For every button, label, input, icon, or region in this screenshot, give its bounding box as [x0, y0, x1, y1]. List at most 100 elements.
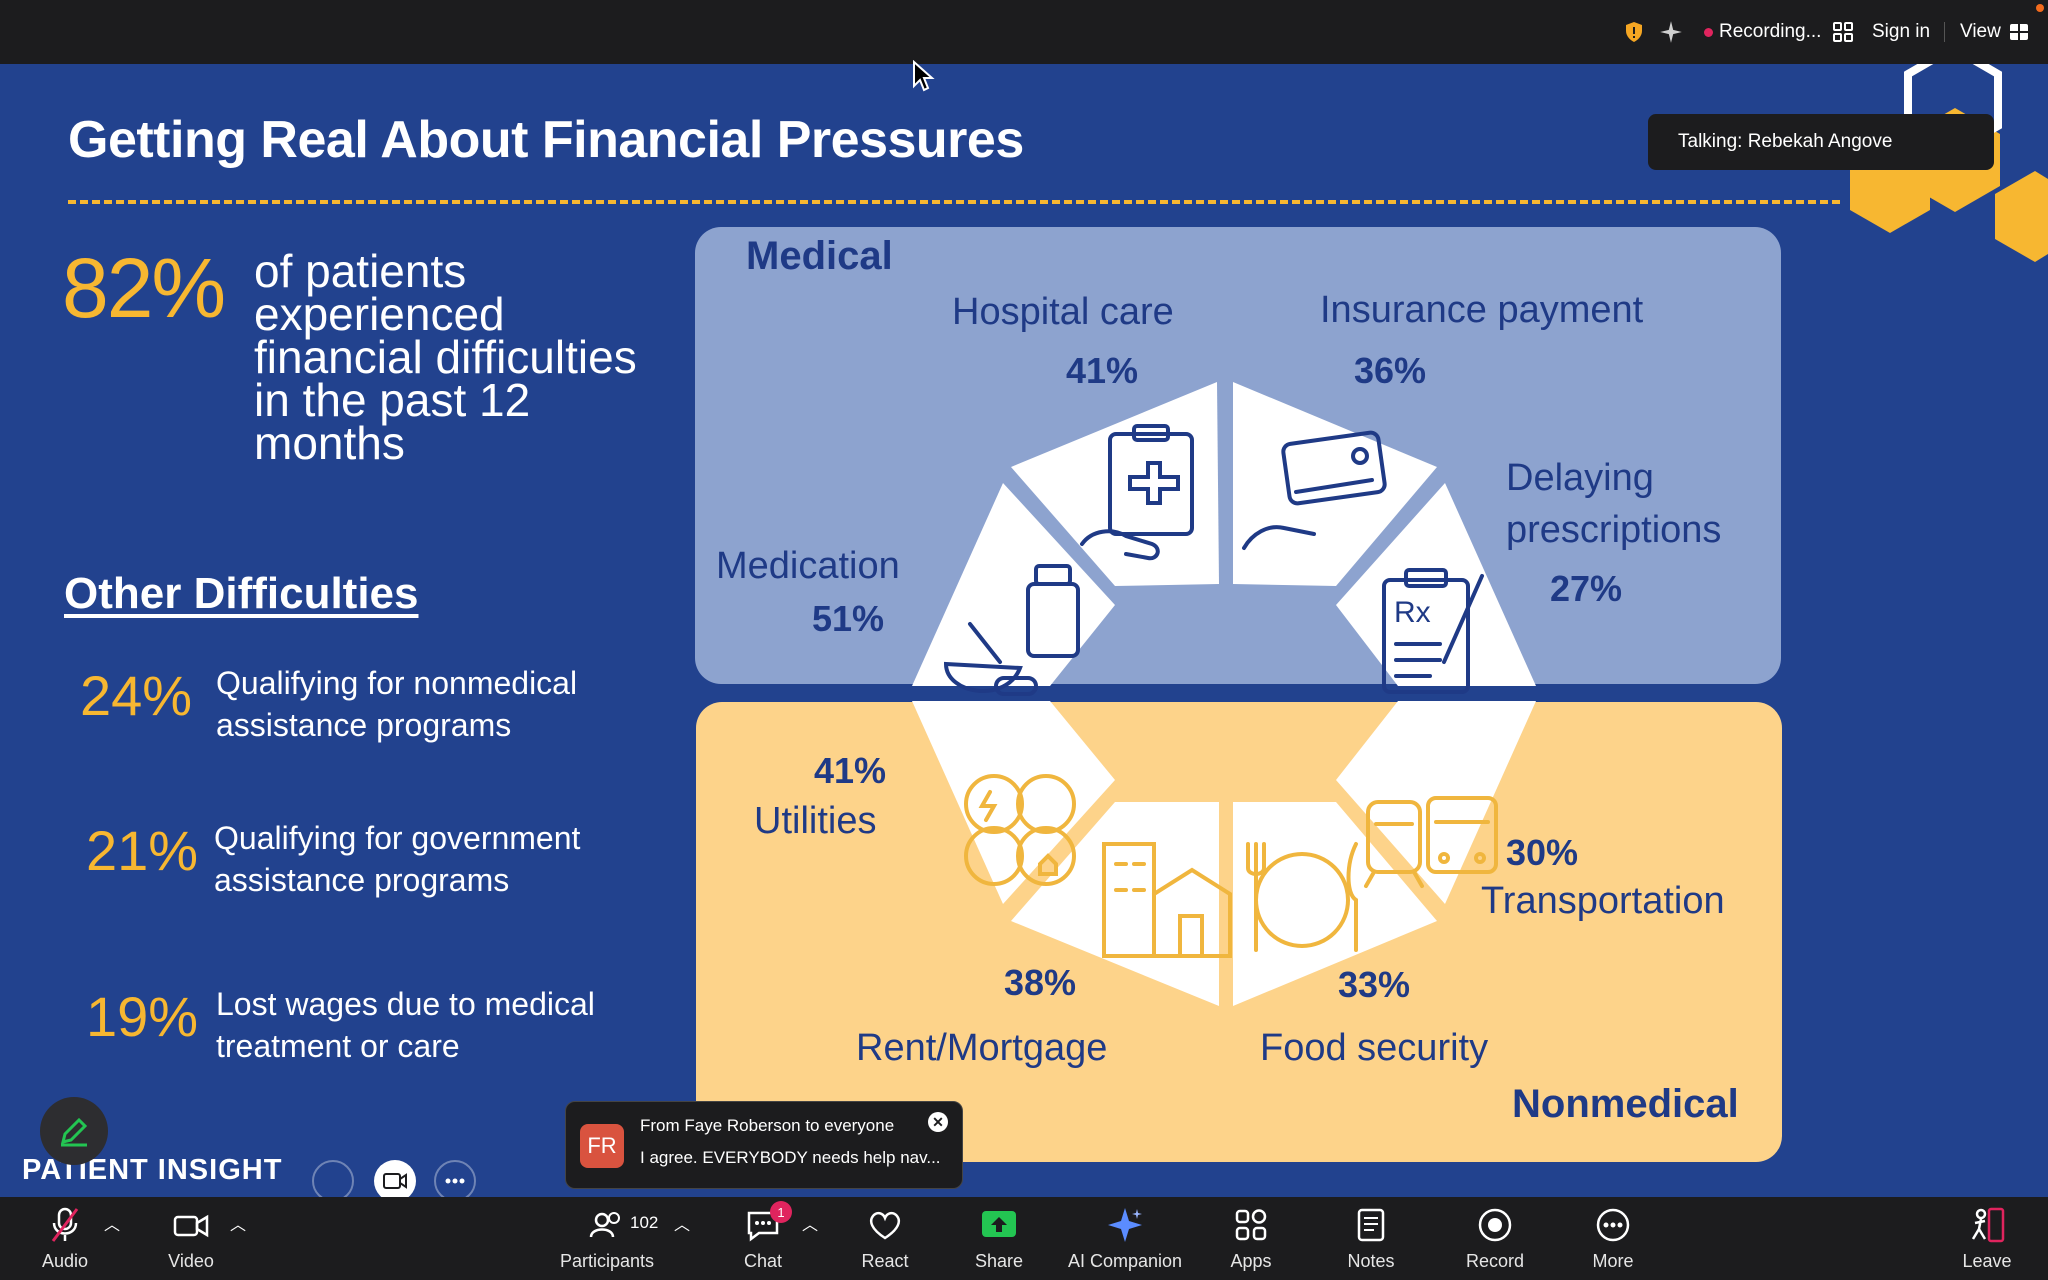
transportation-percent: 30%: [1506, 832, 1579, 873]
ellipsis-icon: [445, 1178, 465, 1184]
hospital-clipboard-icon: [1080, 424, 1194, 561]
apps-icon: [1235, 1209, 1267, 1241]
notes-button[interactable]: Notes: [1316, 1197, 1426, 1280]
camera-toggle-button[interactable]: [374, 1160, 416, 1202]
record-button[interactable]: Record: [1440, 1197, 1550, 1280]
shared-slide: Getting Real About Financial Pressures 8…: [0, 64, 2048, 1197]
transportation-label: Transportation: [1481, 880, 1725, 922]
svg-text:Rx: Rx: [1394, 596, 1431, 629]
mini-control[interactable]: [312, 1160, 354, 1202]
annotate-button[interactable]: [40, 1097, 108, 1165]
hospital-care-percent: 41%: [1066, 350, 1139, 391]
mouse-cursor-icon: [913, 60, 935, 92]
plate-utensils-icon: [1246, 842, 1358, 952]
sign-in-button[interactable]: Sign in: [1872, 21, 1931, 42]
apps-label: Apps: [1230, 1251, 1272, 1271]
medical-label: Medical: [746, 234, 893, 278]
participants-label: Participants: [559, 1251, 655, 1271]
notification-dot-icon: [2036, 4, 2044, 12]
sparkle-icon[interactable]: [1658, 0, 1684, 64]
microphone-muted-icon: [51, 1207, 79, 1242]
leave-button[interactable]: Leave: [1932, 1197, 2042, 1280]
share-screen-icon: [982, 1211, 1016, 1237]
delaying-prescriptions-percent: 27%: [1550, 568, 1623, 609]
ai-sparkle-icon: [1108, 1208, 1142, 1242]
video-options-chevron-icon[interactable]: ︿: [230, 1215, 247, 1234]
meeting-top-bar: Recording... Sign in View: [0, 0, 2048, 64]
chat-sender: From Faye Roberson to everyone: [640, 1116, 895, 1135]
utilities-segment: [912, 701, 1115, 904]
chat-button[interactable]: Chat: [708, 1197, 818, 1280]
chat-unread-badge: 1: [770, 1201, 792, 1223]
more-button[interactable]: More: [1558, 1197, 1668, 1280]
record-label: Record: [1465, 1251, 1525, 1271]
headline-percent: 82%: [62, 241, 226, 335]
audio-options-chevron-icon[interactable]: ︿: [104, 1215, 121, 1234]
utilities-percent: 41%: [814, 750, 887, 791]
notes-label: Notes: [1347, 1251, 1395, 1271]
delaying-prescriptions-label: Delaying prescriptions: [1506, 457, 1722, 551]
share-button[interactable]: Share: [944, 1197, 1054, 1280]
building-house-icon: [1102, 842, 1232, 958]
food-security-percent: 33%: [1338, 964, 1411, 1005]
medication-segment: [912, 483, 1115, 686]
record-icon: [1478, 1208, 1512, 1242]
bus-train-icon: [1364, 796, 1498, 888]
sender-avatar: FR: [580, 1124, 624, 1168]
medication-label: Medication: [716, 545, 900, 587]
medication-bottle-icon: [943, 564, 1080, 696]
camera-icon: [383, 1173, 407, 1189]
more-label: More: [1592, 1251, 1634, 1271]
utilities-label: Utilities: [754, 800, 877, 842]
leave-label: Leave: [1962, 1251, 2012, 1271]
video-button[interactable]: Video: [136, 1197, 246, 1280]
chat-message-preview: I agree. EVERYBODY needs help nav...: [640, 1148, 941, 1167]
view-button[interactable]: View: [1960, 0, 2029, 64]
participants-options-chevron-icon[interactable]: ︿: [674, 1215, 691, 1234]
expense-wheel: Rx: [912, 382, 1536, 1006]
heart-icon: [869, 1211, 901, 1240]
react-button[interactable]: React: [830, 1197, 940, 1280]
stat-text: Qualifying for government assistance pro…: [214, 820, 581, 898]
chat-notification[interactable]: FR From Faye Roberson to everyone I agre…: [565, 1101, 963, 1189]
pencil-icon: [60, 1117, 88, 1147]
stat-percent: 21%: [86, 819, 199, 882]
audio-button[interactable]: Audio: [10, 1197, 120, 1280]
participants-count: 102: [630, 1213, 659, 1232]
food-security-label: Food security: [1260, 1027, 1489, 1069]
chat-label: Chat: [743, 1251, 783, 1271]
more-options-button[interactable]: [434, 1160, 476, 1202]
shield-icon[interactable]: [1622, 0, 1646, 64]
insurance-payment-percent: 36%: [1354, 350, 1427, 391]
slide-title: Getting Real About Financial Pressures: [68, 111, 1024, 169]
divider: [1944, 22, 1945, 42]
view-label: View: [1960, 21, 2001, 42]
stat-percent: 19%: [86, 985, 199, 1048]
transportation-segment: [1336, 701, 1536, 904]
ai-companion-label: AI Companion: [1067, 1251, 1183, 1271]
prescription-clipboard-icon: Rx: [1382, 568, 1484, 694]
stat-text: Qualifying for nonmedical assistance pro…: [216, 665, 578, 743]
rent-percent: 38%: [1004, 962, 1077, 1003]
participants-icon: [589, 1212, 620, 1238]
audio-label: Audio: [41, 1251, 89, 1271]
close-icon[interactable]: ✕: [928, 1112, 948, 1132]
participants-button[interactable]: Participants: [552, 1197, 662, 1280]
stat-percent: 24%: [80, 664, 193, 727]
stat-text: Lost wages due to medical treatment or c…: [216, 986, 595, 1064]
apps-button[interactable]: Apps: [1196, 1197, 1306, 1280]
nonmedical-label: Nonmedical: [1512, 1082, 1739, 1126]
view-grid-icon: [2009, 24, 2028, 40]
recording-indicator[interactable]: Recording...: [1704, 0, 1821, 64]
dashed-divider: [68, 200, 1840, 204]
hospital-care-label: Hospital care: [952, 291, 1174, 333]
utilities-icon: [964, 774, 1076, 886]
credit-card-icon: [1242, 430, 1387, 550]
grid-icon[interactable]: [1832, 0, 1854, 64]
ai-companion-button[interactable]: AI Companion: [1060, 1197, 1190, 1280]
other-difficulties-heading: Other Difficulties: [64, 569, 419, 618]
video-camera-icon: [173, 1214, 209, 1238]
headline-text: of patients experienced financial diffic…: [254, 245, 637, 469]
chat-options-chevron-icon[interactable]: ︿: [802, 1215, 819, 1234]
react-label: React: [861, 1251, 909, 1271]
